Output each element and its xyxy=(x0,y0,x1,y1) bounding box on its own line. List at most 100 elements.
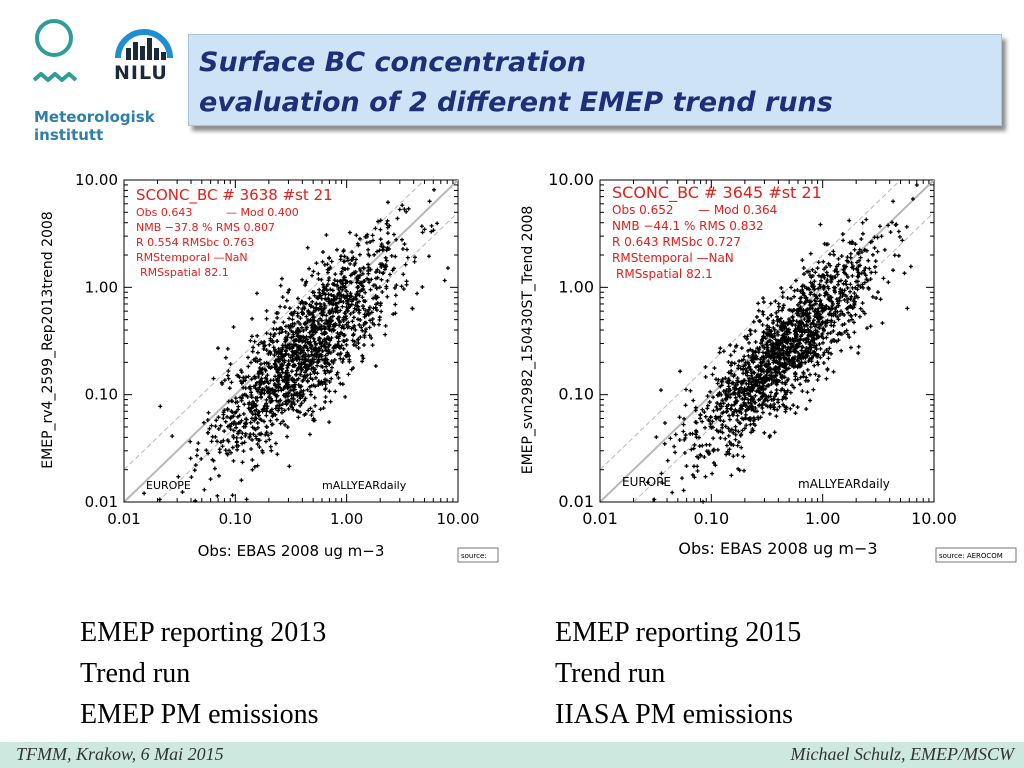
data-point xyxy=(741,357,746,362)
data-point xyxy=(840,322,845,327)
data-point xyxy=(732,372,737,377)
data-point xyxy=(825,320,830,325)
data-point xyxy=(844,264,849,269)
data-point xyxy=(710,471,715,476)
data-point xyxy=(326,336,331,341)
data-point xyxy=(229,421,234,426)
data-point xyxy=(255,425,260,430)
data-point xyxy=(848,289,853,294)
data-point xyxy=(322,358,327,363)
data-point xyxy=(743,366,748,371)
data-point xyxy=(872,264,877,269)
data-point xyxy=(337,291,342,296)
data-point xyxy=(268,338,273,343)
data-point xyxy=(206,410,211,415)
data-point xyxy=(760,334,765,339)
data-point xyxy=(860,301,865,306)
data-point xyxy=(240,460,245,465)
data-point xyxy=(781,303,786,308)
data-point xyxy=(748,332,753,337)
data-point xyxy=(814,336,819,341)
data-point xyxy=(192,468,197,473)
data-point xyxy=(684,387,689,392)
data-point xyxy=(780,323,785,328)
data-point xyxy=(694,435,699,440)
data-point xyxy=(813,345,818,350)
data-point xyxy=(384,248,389,253)
stats-r: R 0.643 RMSbc 0.727 xyxy=(612,235,741,249)
data-point xyxy=(821,286,826,291)
data-point xyxy=(335,279,340,284)
data-point xyxy=(801,290,806,295)
data-point xyxy=(727,429,732,434)
data-point xyxy=(723,391,728,396)
data-point xyxy=(335,370,340,375)
data-point xyxy=(292,385,297,390)
data-point xyxy=(254,403,259,408)
data-point xyxy=(836,317,841,322)
data-point xyxy=(216,426,221,431)
data-point xyxy=(253,386,258,391)
data-point xyxy=(753,393,758,398)
data-point xyxy=(758,341,763,346)
data-point xyxy=(302,398,307,403)
data-point xyxy=(817,326,822,331)
data-point xyxy=(703,414,708,419)
data-point xyxy=(269,398,274,403)
data-point xyxy=(311,353,316,358)
data-point xyxy=(784,362,789,367)
data-point xyxy=(852,330,857,335)
data-point xyxy=(733,428,738,433)
data-point xyxy=(223,448,228,453)
data-point xyxy=(771,358,776,363)
data-point xyxy=(774,382,779,387)
data-point xyxy=(792,385,797,390)
data-point xyxy=(716,429,721,434)
nilu-logo xyxy=(115,29,173,60)
data-point xyxy=(721,349,726,354)
data-point xyxy=(318,316,323,321)
data-point xyxy=(838,287,843,292)
data-point xyxy=(385,200,390,205)
data-point xyxy=(826,261,831,266)
data-point xyxy=(298,344,303,349)
data-point xyxy=(768,403,773,408)
data-point xyxy=(322,321,327,326)
data-point xyxy=(214,418,219,423)
data-point xyxy=(820,303,825,308)
data-point xyxy=(861,309,866,314)
data-point xyxy=(202,487,207,492)
data-point xyxy=(305,348,310,353)
data-point xyxy=(727,417,732,422)
data-point xyxy=(229,380,234,385)
data-point xyxy=(276,382,281,387)
period-label: mALLYEARdaily xyxy=(322,479,407,492)
data-point xyxy=(284,337,289,342)
data-point xyxy=(310,299,315,304)
data-point xyxy=(221,438,226,443)
data-point xyxy=(801,351,806,356)
data-point xyxy=(420,230,425,235)
data-point xyxy=(872,245,877,250)
data-point xyxy=(739,411,744,416)
data-point xyxy=(329,365,334,370)
data-point xyxy=(325,288,330,293)
data-point xyxy=(766,354,771,359)
data-point xyxy=(329,376,334,381)
data-point xyxy=(435,221,440,226)
data-point xyxy=(891,268,896,273)
data-point xyxy=(822,267,827,272)
data-point xyxy=(698,413,703,418)
data-point xyxy=(350,319,355,324)
data-point xyxy=(298,390,303,395)
data-point xyxy=(726,433,731,438)
data-point xyxy=(735,418,740,423)
data-point xyxy=(378,303,383,308)
data-point xyxy=(242,402,247,407)
data-point xyxy=(308,376,313,381)
data-point xyxy=(702,455,707,460)
data-point xyxy=(201,420,206,425)
data-point xyxy=(234,425,239,430)
data-point xyxy=(732,402,737,407)
data-point xyxy=(275,310,280,315)
